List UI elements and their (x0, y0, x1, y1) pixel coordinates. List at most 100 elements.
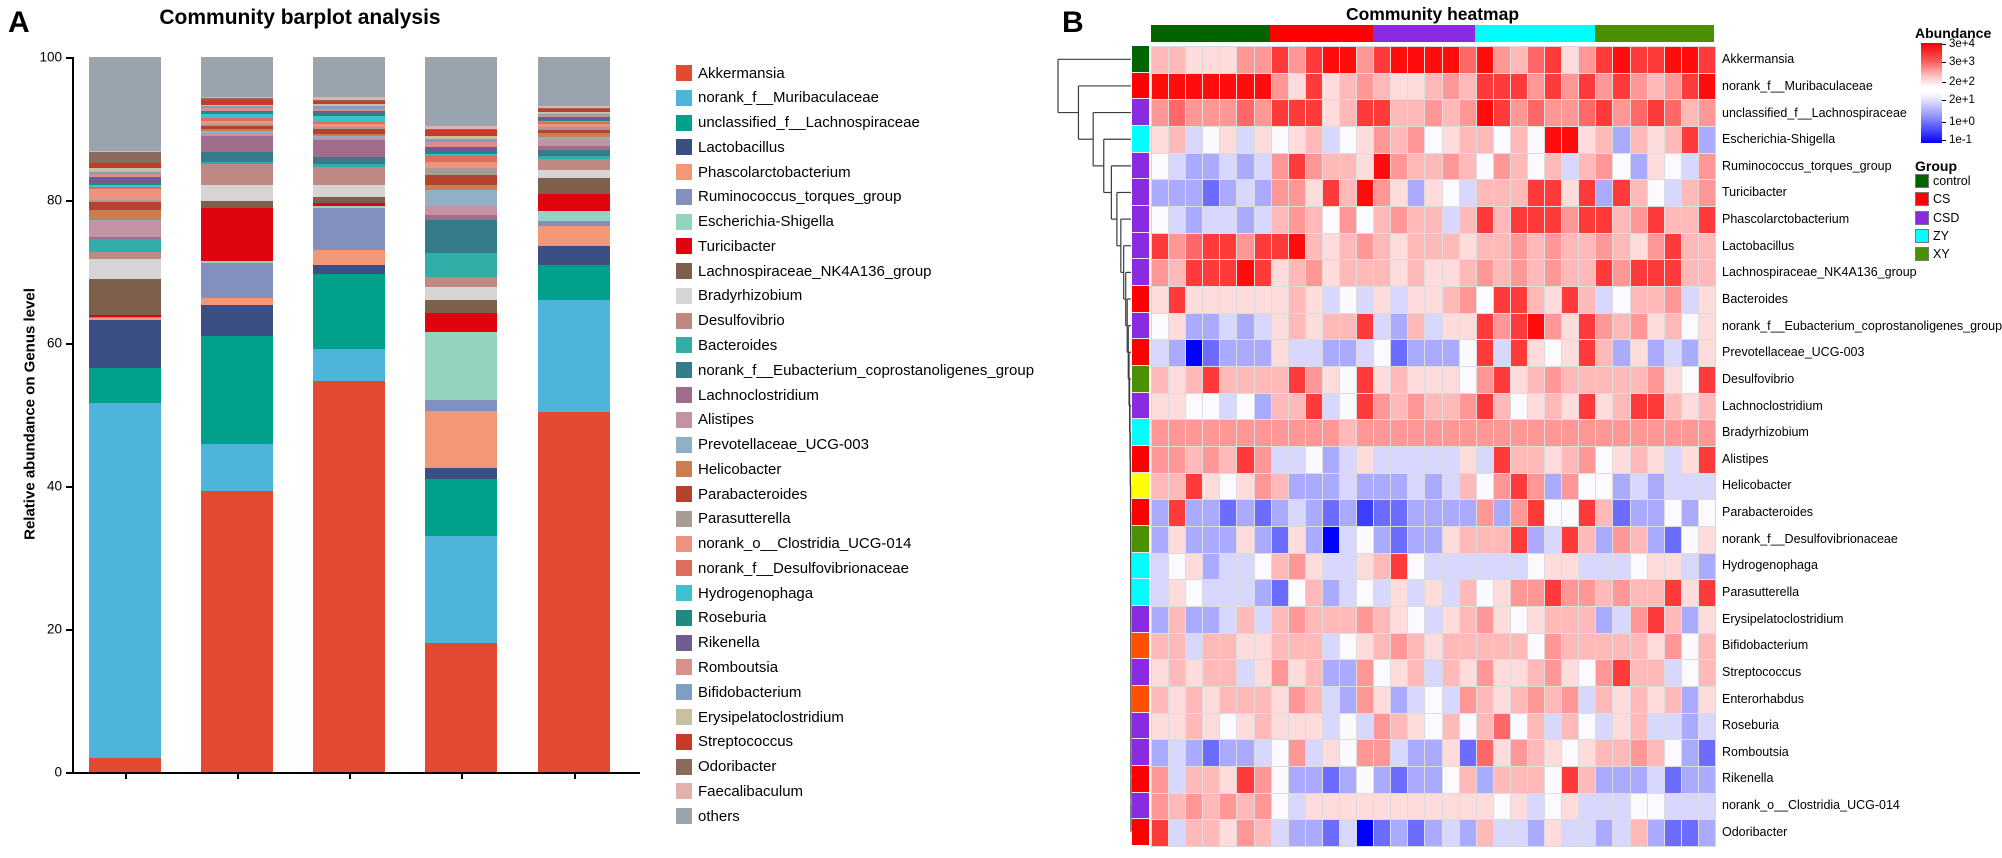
heatmap-cell (1305, 740, 1322, 766)
legend-swatch (676, 783, 692, 800)
heatmap-cell (1203, 233, 1220, 260)
bar-segment-Odoribacter (538, 107, 610, 109)
heatmap-cell (1288, 393, 1305, 420)
heatmap-cell (1203, 713, 1220, 740)
heatmap-cell (1237, 420, 1254, 446)
colorbar-tick-label: 2e+2 (1949, 76, 1975, 89)
colorbar-tick-label: 3e+3 (1949, 55, 1975, 68)
bar-segment-Lachnoclostridium (538, 145, 610, 151)
heatmap-cell (1681, 686, 1698, 713)
heatmap-cell (1579, 526, 1596, 553)
heatmap-cell (1562, 286, 1579, 313)
heatmap-cell (1169, 553, 1186, 580)
heatmap-cell (1681, 660, 1698, 686)
heatmap-cell (1254, 446, 1271, 473)
heatmap-cell (1596, 553, 1613, 580)
heatmap-cell (1596, 260, 1613, 286)
heatmap-cell (1322, 633, 1339, 660)
bar-segment-Akkermansia (425, 643, 497, 772)
bar-segment-Parabacteroides (89, 202, 161, 211)
heatmap-cell (1391, 766, 1408, 793)
bar-segment-norank_f__Eubacterium_coprostanoligenes_group (313, 157, 385, 164)
heatmap-cell (1169, 420, 1186, 446)
legend-item-Bacteroides: Bacteroides (676, 335, 777, 355)
heatmap-cell (1271, 126, 1288, 153)
heatmap-cell (1374, 793, 1391, 820)
legend-item-Desulfovibrio: Desulfovibrio (676, 311, 785, 331)
heatmap-cell (1664, 47, 1681, 73)
legend-item-Lachnoclostridium: Lachnoclostridium (676, 385, 819, 405)
heatmap-cell (1254, 340, 1271, 366)
bar-segment-Streptococcus (313, 100, 385, 105)
heatmap-cell (1254, 47, 1271, 73)
heatmap-cell (1545, 526, 1562, 553)
heatmap-cell (1305, 47, 1322, 73)
heatmap-cell (1493, 180, 1510, 206)
heatmap-cell (1425, 606, 1442, 633)
heatmap-cell (1391, 206, 1408, 233)
bar-segment-Helicobacter (538, 133, 610, 137)
group-legend-swatch (1915, 174, 1929, 188)
heatmap-cell (1169, 73, 1186, 100)
bar-segment-Bacteroides (425, 253, 497, 278)
heatmap-cell (1562, 473, 1579, 500)
heatmap-cell (1476, 606, 1493, 633)
heatmap-cell (1152, 420, 1169, 446)
heatmap-cell (1288, 73, 1305, 100)
bar-segment-Akkermansia (313, 381, 385, 772)
heatmap-cell (1596, 313, 1613, 340)
heatmap-cell (1698, 366, 1715, 393)
heatmap-cell (1510, 473, 1527, 500)
heatmap-cell (1288, 660, 1305, 686)
heatmap-cell (1647, 660, 1664, 686)
heatmap-cell (1169, 820, 1186, 846)
heatmap-row-annotation-strip (1132, 46, 1149, 845)
heatmap-cell (1528, 340, 1545, 366)
heatmap-cell (1374, 153, 1391, 180)
heatmap-cell (1647, 820, 1664, 846)
heatmap-cell (1664, 500, 1681, 526)
heatmap-cell (1391, 73, 1408, 100)
heatmap-cell (1545, 580, 1562, 606)
heatmap-cell (1545, 286, 1562, 313)
heatmap-cell (1169, 233, 1186, 260)
heatmap-cell (1681, 473, 1698, 500)
heatmap-cell (1425, 206, 1442, 233)
heatmap-cell (1288, 740, 1305, 766)
heatmap-cell (1322, 686, 1339, 713)
heatmap-cell (1647, 553, 1664, 580)
bar-segment-Hydrogenophaga (538, 120, 610, 122)
heatmap-cell (1579, 233, 1596, 260)
bar-segment-Streptococcus (89, 163, 161, 169)
heatmap-cell (1340, 606, 1357, 633)
heatmap-cell (1340, 340, 1357, 366)
heatmap-cell (1510, 206, 1527, 233)
heatmap-cell (1271, 793, 1288, 820)
heatmap-cell (1596, 820, 1613, 846)
heatmap-cell (1493, 206, 1510, 233)
bar-segment-norank_f__Desulfovibrionaceae (313, 121, 385, 124)
heatmap-cell (1374, 740, 1391, 766)
heatmap-cell (1169, 473, 1186, 500)
heatmap-cell (1442, 47, 1459, 73)
heatmap-cell (1647, 580, 1664, 606)
heatmap-cell (1459, 206, 1476, 233)
heatmap-cell (1374, 286, 1391, 313)
heatmap-cell (1579, 340, 1596, 366)
heatmap-cell (1340, 366, 1357, 393)
heatmap-row-label: Turicibacter (1722, 185, 1787, 200)
heatmap-cell (1305, 446, 1322, 473)
heatmap-cell (1305, 473, 1322, 500)
heatmap-cell (1237, 286, 1254, 313)
heatmap-cell (1510, 393, 1527, 420)
heatmap-cell (1596, 73, 1613, 100)
heatmap-cell (1425, 233, 1442, 260)
heatmap-cell (1681, 73, 1698, 100)
heatmap-cell (1562, 660, 1579, 686)
heatmap-cell (1305, 313, 1322, 340)
heatmap-cell (1698, 313, 1715, 340)
heatmap-cell (1459, 606, 1476, 633)
bar-segment-Hydrogenophaga (201, 114, 273, 118)
group-legend-swatch (1915, 228, 1929, 243)
row-annotation-Helicobacter (1132, 472, 1149, 499)
